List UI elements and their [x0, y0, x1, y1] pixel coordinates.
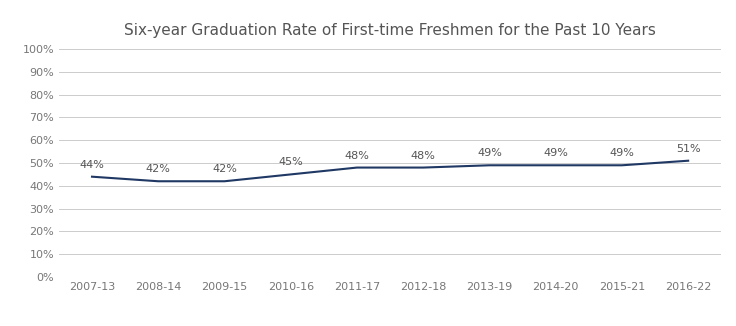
Text: 44%: 44%	[79, 160, 105, 170]
Text: 48%: 48%	[411, 151, 436, 161]
Text: 42%: 42%	[212, 164, 237, 174]
Text: 49%: 49%	[609, 148, 634, 158]
Title: Six-year Graduation Rate of First-time Freshmen for the Past 10 Years: Six-year Graduation Rate of First-time F…	[124, 23, 656, 38]
Text: 51%: 51%	[676, 144, 701, 154]
Text: 42%: 42%	[146, 164, 171, 174]
Text: 48%: 48%	[344, 151, 369, 161]
Text: 45%: 45%	[278, 157, 303, 168]
Text: 49%: 49%	[477, 148, 502, 158]
Text: 49%: 49%	[543, 148, 568, 158]
